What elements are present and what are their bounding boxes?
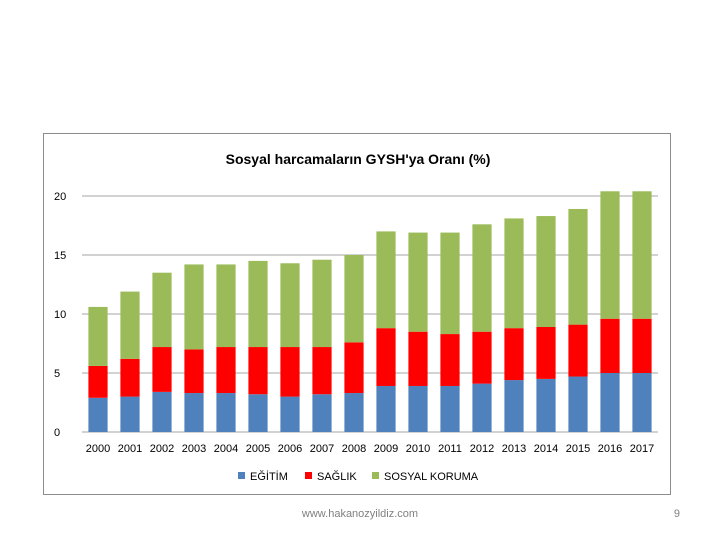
y-axis-ticks: 0 5 10 15 20 — [54, 191, 66, 439]
bar-segment-sağlik-2000 — [88, 365, 108, 398]
legend-label: EĞİTİM — [250, 470, 288, 483]
bar-segment-sosyal-koruma-2003 — [184, 264, 204, 350]
x-tick-label: 2016 — [598, 443, 622, 455]
bar-segment-eği̇ti̇m-2000 — [88, 397, 108, 432]
bar-segment-eği̇ti̇m-2002 — [152, 391, 172, 432]
bar-segment-sağlik-2014 — [536, 326, 556, 379]
x-tick-label: 2005 — [246, 443, 270, 455]
bar-segment-sağlik-2017 — [632, 318, 652, 373]
bar-segment-eği̇ti̇m-2013 — [504, 380, 524, 432]
bar-segment-sağlik-2011 — [440, 334, 460, 386]
bar-segment-eği̇ti̇m-2009 — [376, 385, 396, 432]
bar-segment-eği̇ti̇m-2017 — [632, 373, 652, 432]
legend-label: SOSYAL KORUMA — [384, 471, 479, 483]
bar-segment-sağlik-2016 — [600, 318, 620, 373]
x-tick-label: 2009 — [374, 443, 398, 455]
bar-segment-sağlik-2013 — [504, 328, 524, 381]
y-tick-label: 0 — [54, 427, 60, 439]
slide-number: 9 — [673, 508, 680, 520]
x-tick-label: 2011 — [438, 443, 462, 455]
x-tick-label: 2003 — [182, 443, 206, 455]
x-tick-label: 2010 — [406, 443, 430, 455]
y-tick-label: 10 — [54, 309, 66, 321]
y-tick-label: 20 — [54, 191, 66, 203]
bar-segment-sosyal-koruma-2010 — [408, 232, 428, 332]
bar-segment-sağlik-2010 — [408, 331, 428, 386]
bar-segment-sağlik-2002 — [152, 347, 172, 392]
bar-segment-eği̇ti̇m-2008 — [344, 393, 364, 432]
bars — [88, 191, 652, 432]
legend: EĞİTİM SAĞLIK SOSYAL KORUMA — [238, 470, 479, 483]
bar-segment-sosyal-koruma-2011 — [440, 232, 460, 335]
bar-segment-eği̇ti̇m-2007 — [312, 394, 332, 432]
chart-title: Sosyal harcamaların GYSH'ya Oranı (%) — [226, 151, 491, 167]
bar-segment-sosyal-koruma-2009 — [376, 231, 396, 329]
bar-segment-sosyal-koruma-2001 — [120, 291, 140, 359]
y-tick-label: 5 — [54, 368, 60, 380]
bar-segment-eği̇ti̇m-2010 — [408, 385, 428, 432]
bar-segment-sosyal-koruma-2017 — [632, 191, 652, 319]
bar-segment-sağlik-2007 — [312, 347, 332, 395]
bar-segment-sağlik-2015 — [568, 324, 588, 377]
bar-segment-sosyal-koruma-2016 — [600, 191, 620, 319]
bar-segment-eği̇ti̇m-2005 — [248, 394, 268, 432]
bar-segment-sosyal-koruma-2007 — [312, 259, 332, 348]
bar-segment-eği̇ti̇m-2012 — [472, 383, 492, 432]
chart-frame: Sosyal harcamaların GYSH'ya Oranı (%) 0 5… — [43, 133, 671, 495]
bar-segment-sağlik-2008 — [344, 342, 364, 394]
bar-segment-sosyal-koruma-2004 — [216, 264, 236, 348]
x-tick-label: 2008 — [342, 443, 366, 455]
bar-segment-eği̇ti̇m-2014 — [536, 378, 556, 432]
bar-segment-sağlik-2003 — [184, 349, 204, 394]
bar-segment-eği̇ti̇m-2003 — [184, 393, 204, 432]
stacked-bar-chart: Sosyal harcamaların GYSH'ya Oranı (%) 0 5… — [54, 151, 658, 483]
legend-swatch — [238, 472, 245, 479]
bar-segment-sosyal-koruma-2002 — [152, 272, 172, 348]
bar-segment-sosyal-koruma-2008 — [344, 255, 364, 343]
x-tick-label: 2000 — [86, 443, 110, 455]
bar-segment-sağlik-2005 — [248, 347, 268, 395]
bar-segment-eği̇ti̇m-2016 — [600, 373, 620, 432]
bar-segment-sosyal-koruma-2014 — [536, 216, 556, 327]
x-axis-ticks: 2000 2001 2002 2003 2004 2005 2006 2007 2008 2009… — [86, 443, 654, 455]
x-tick-label: 2004 — [214, 443, 238, 455]
bar-segment-sosyal-koruma-2015 — [568, 208, 588, 325]
x-tick-label: 2017 — [630, 443, 654, 455]
x-tick-label: 2001 — [118, 443, 142, 455]
bar-segment-sosyal-koruma-2005 — [248, 260, 268, 348]
bar-segment-sosyal-koruma-2012 — [472, 224, 492, 332]
bar-segment-sosyal-koruma-2013 — [504, 218, 524, 329]
bar-segment-eği̇ti̇m-2015 — [568, 376, 588, 432]
bar-segment-eği̇ti̇m-2004 — [216, 393, 236, 432]
bar-segment-sağlik-2006 — [280, 347, 300, 397]
bar-segment-sağlik-2001 — [120, 358, 140, 397]
bar-segment-sosyal-koruma-2006 — [280, 263, 300, 348]
y-tick-label: 15 — [54, 250, 66, 262]
legend-swatch — [305, 472, 312, 479]
x-tick-label: 2006 — [278, 443, 302, 455]
bar-segment-sağlik-2009 — [376, 328, 396, 386]
x-tick-label: 2014 — [534, 443, 558, 455]
footer-url: www.hakanozyildiz.com — [301, 508, 419, 520]
x-tick-label: 2007 — [310, 443, 334, 455]
x-tick-label: 2002 — [150, 443, 174, 455]
legend-label: SAĞLIK — [317, 470, 357, 483]
bar-segment-sosyal-koruma-2000 — [88, 306, 108, 366]
bar-segment-eği̇ti̇m-2001 — [120, 396, 140, 432]
legend-swatch — [372, 472, 379, 479]
x-tick-label: 2013 — [502, 443, 526, 455]
bar-segment-eği̇ti̇m-2006 — [280, 396, 300, 432]
bar-segment-sağlik-2004 — [216, 347, 236, 394]
x-tick-label: 2012 — [470, 443, 494, 455]
gridlines — [82, 195, 658, 433]
bar-segment-eği̇ti̇m-2011 — [440, 385, 460, 432]
bar-segment-sağlik-2012 — [472, 331, 492, 384]
x-tick-label: 2015 — [566, 443, 590, 455]
